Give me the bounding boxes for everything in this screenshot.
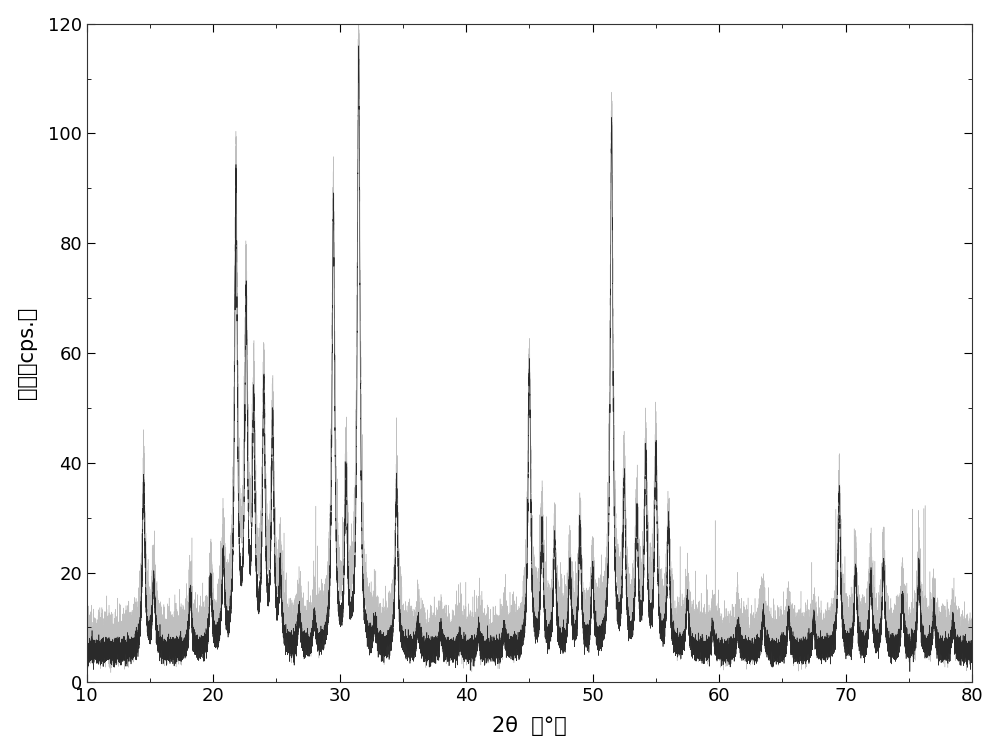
Y-axis label: 强度（cps.）: 强度（cps.） — [17, 307, 37, 399]
X-axis label: 2θ  （°）: 2θ （°） — [492, 716, 567, 736]
